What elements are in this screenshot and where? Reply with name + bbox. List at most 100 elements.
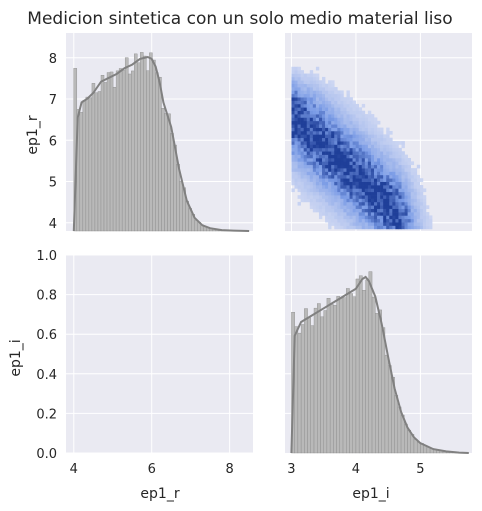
density-cell <box>383 171 387 176</box>
density-cell <box>392 195 396 199</box>
histogram-bar-ep1_i <box>326 298 331 454</box>
density-cell <box>355 103 360 108</box>
density-cell <box>322 174 326 179</box>
density-cell <box>325 110 329 115</box>
density-cell <box>407 178 411 182</box>
density-cell <box>377 134 381 139</box>
density-cell <box>367 110 372 115</box>
density-cell <box>401 205 405 209</box>
density-cell <box>407 174 411 179</box>
density-cell <box>422 215 427 220</box>
density-cell <box>328 107 332 111</box>
density-cell <box>377 151 381 155</box>
density-cell <box>413 201 418 206</box>
density-cell <box>407 191 411 196</box>
density-cell <box>367 117 372 122</box>
density-cell <box>352 117 356 122</box>
density-cell <box>352 222 356 226</box>
density-cell <box>306 134 311 139</box>
density-cell <box>349 208 353 213</box>
density-cell <box>367 188 372 193</box>
density-cell <box>297 124 301 128</box>
density-cell <box>422 208 427 213</box>
density-cell <box>370 188 375 193</box>
density-cell <box>312 90 317 95</box>
density-cell <box>389 130 393 135</box>
density-cell <box>294 157 298 162</box>
density-cell <box>291 73 295 78</box>
density-cell <box>349 157 353 162</box>
density-cell <box>407 188 411 193</box>
density-cell <box>358 191 363 196</box>
density-cell <box>309 120 314 125</box>
density-cell <box>361 191 366 196</box>
density-cell <box>377 198 381 203</box>
density-cell <box>331 198 335 203</box>
density-cell <box>300 93 304 98</box>
density-cell <box>337 144 341 149</box>
density-cell <box>306 107 311 111</box>
density-cell <box>380 181 384 186</box>
density-cell <box>303 144 308 149</box>
density-cell <box>358 222 363 226</box>
density-cell <box>413 174 418 179</box>
density-cell <box>386 154 390 159</box>
density-cell <box>355 188 360 193</box>
density-cell <box>361 174 366 179</box>
density-cell <box>349 181 353 186</box>
density-cell <box>297 164 301 169</box>
density-cell <box>328 168 332 172</box>
density-cell <box>364 144 369 149</box>
density-cell <box>380 191 384 196</box>
density-cell <box>303 178 308 182</box>
density-cell <box>325 181 329 186</box>
density-cell <box>364 127 369 132</box>
density-cell <box>322 168 326 172</box>
density-cell <box>355 201 360 206</box>
density-cell <box>322 144 326 149</box>
density-cell <box>315 137 320 142</box>
density-cell <box>419 212 424 216</box>
density-cell <box>380 157 384 162</box>
density-cell <box>337 205 341 209</box>
density-cell <box>361 144 366 149</box>
density-cell <box>367 222 372 226</box>
density-cell <box>413 171 418 176</box>
density-cell <box>315 120 320 125</box>
density-cell <box>386 188 390 193</box>
density-cell <box>297 127 301 132</box>
density-cell <box>383 218 387 223</box>
density-cell <box>312 201 317 206</box>
density-cell <box>392 161 396 166</box>
density-cell <box>300 185 304 189</box>
density-cell <box>334 171 338 176</box>
density-cell <box>337 218 341 223</box>
density-cell <box>367 147 372 152</box>
density-cell <box>303 191 308 196</box>
density-cell <box>346 103 350 108</box>
density-cell <box>297 178 301 182</box>
density-cell <box>331 201 335 206</box>
density-cell <box>291 137 295 142</box>
density-cell <box>395 181 399 186</box>
histogram-bar-ep1_r <box>88 97 93 232</box>
density-cell <box>416 222 421 226</box>
density-cell <box>352 161 356 166</box>
density-cell <box>322 205 326 209</box>
density-cell <box>349 201 353 206</box>
density-cell <box>395 208 399 213</box>
density-cell <box>318 201 323 206</box>
density-cell <box>306 127 311 132</box>
density-cell <box>352 171 356 176</box>
density-cell <box>331 157 335 162</box>
density-cell <box>419 222 424 226</box>
density-cell <box>407 157 411 162</box>
density-cell <box>294 127 298 132</box>
density-cell <box>291 188 295 193</box>
density-cell <box>334 188 338 193</box>
histogram-bar-ep1_r <box>194 219 198 232</box>
density-cell <box>398 191 402 196</box>
density-cell <box>389 151 393 155</box>
density-cell <box>395 201 399 206</box>
